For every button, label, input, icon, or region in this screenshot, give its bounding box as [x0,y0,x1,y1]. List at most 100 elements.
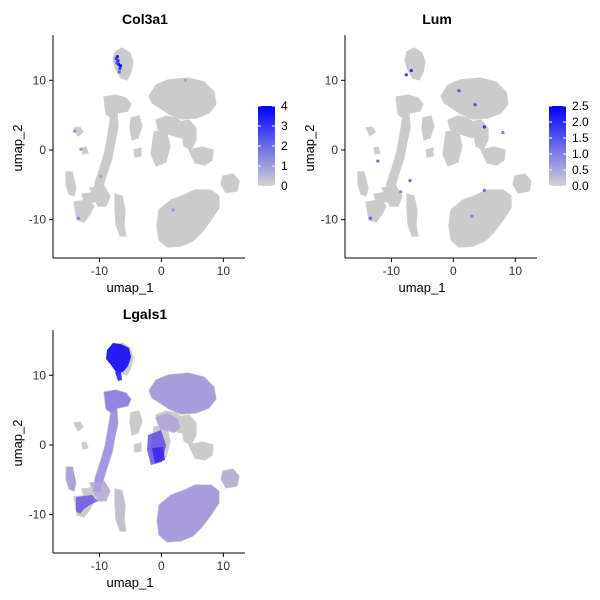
panel-title: Lgals1 [123,306,168,322]
y-tick-label: -10 [321,213,339,227]
cell-cluster [103,94,132,119]
expression-region [90,481,110,501]
y-tick-label: 10 [325,73,339,87]
y-tick-label: 10 [33,73,47,87]
data-point [482,188,486,193]
data-point [399,190,403,194]
expression-region [149,373,216,414]
data-point [473,103,477,107]
expression-region [94,409,118,492]
y-tick-label: 0 [331,143,338,157]
data-point [76,216,80,220]
x-tick-label: 10 [217,264,231,278]
x-tick-label: 0 [450,264,457,278]
data-point [115,61,119,65]
expression-region [66,467,76,491]
panel-lum: Lum -10 0 10 -10 0 10 umap_1 umap_2 0.0 0.5 1.0… [302,11,589,295]
cell-cluster [129,115,143,141]
colorbar: 0.0 0.5 1.0 1.5 2.0 2.5 [549,99,589,193]
data-point [118,66,122,71]
cell-cluster [133,147,142,158]
cell-cluster [177,414,197,446]
highlight-points [73,55,188,220]
cell-cluster [177,119,197,151]
axis-ticks: -10 0 10 -10 0 10 [321,73,523,278]
y-axis-label: umap_2 [10,420,25,467]
expression-region [221,469,239,488]
colorbar-tick-label: 3 [281,119,288,133]
data-point [171,208,175,212]
y-tick-label: 10 [33,368,47,382]
cell-cluster [81,441,89,450]
data-point [501,130,505,135]
x-axis-label: umap_1 [107,280,154,295]
cell-cluster [357,171,369,197]
cell-cluster [188,146,214,166]
data-point [470,214,474,218]
cell-cluster [150,129,171,167]
y-tick-label: 0 [39,438,46,452]
cell-cluster [448,189,512,248]
cell-cluster [73,126,84,137]
cell-cloud [65,47,240,248]
colorbar-gradient [258,106,275,186]
cell-cluster [65,171,77,197]
colorbar: 0 1 2 3 4 [258,99,288,193]
cell-cluster [480,146,506,166]
data-point [482,125,486,129]
cells-layer [65,342,240,543]
colorbar-tick-label: 1.0 [572,147,589,161]
cell-cluster [512,173,532,194]
x-axis-label: umap_1 [107,575,154,590]
cell-cluster [93,113,119,198]
cells-layer [357,47,532,248]
x-axis-label: umap_1 [399,280,446,295]
panel-lgals1: Lgals1 -10 0 10 -10 0 10 umap_1 umap_2 [10,306,245,590]
y-axis-label: umap_2 [10,125,25,172]
cell-cluster [133,442,142,453]
x-tick-label: -10 [383,264,401,278]
cell-cluster [373,191,395,203]
data-point [117,70,121,74]
panel-col3a1: Col3a1 -10 0 10 -10 0 10 umap_1 umap_2 0 1 2 3 4 [10,11,288,295]
data-point [376,159,380,163]
cell-cluster [220,173,240,194]
data-point [99,174,103,179]
x-tick-label: -10 [91,559,109,573]
axis-ticks: -10 0 10 -10 0 10 [29,368,231,573]
cell-cloud [357,47,532,248]
x-tick-label: 0 [158,264,165,278]
expression-region [157,485,219,542]
expression-region [76,495,98,514]
cell-cluster [114,193,127,237]
colorbar-gradient [549,106,566,186]
colorbar-tick-label: 2.5 [572,99,589,113]
cell-cluster [385,113,411,198]
colorbar-tick-label: 0 [281,179,288,193]
colorbar-tick-label: 1.5 [572,131,589,145]
data-point [118,64,123,68]
expression-region [155,413,180,433]
data-point [409,68,413,73]
data-point [368,216,372,220]
colorbar-ticks: 0 1 2 3 4 [258,99,288,193]
umap-clusters [65,47,240,248]
panel-title: Col3a1 [122,11,168,27]
cell-cluster [188,441,214,461]
x-tick-label: 10 [509,264,523,278]
cell-cluster [425,147,434,158]
expression-overlay [66,343,239,542]
y-axis-label: umap_2 [302,125,317,172]
y-tick-label: -10 [29,508,47,522]
highlight-points [368,68,505,220]
cell-cluster [156,189,220,248]
cell-cluster [440,77,509,120]
panel-title: Lum [422,11,452,27]
cell-cluster [148,77,217,120]
colorbar-tick-label: 2.0 [572,115,589,129]
colorbar-tick-label: 0.5 [572,163,589,177]
expression-region [104,390,131,413]
cell-cluster [395,94,424,119]
y-tick-label: -10 [29,213,47,227]
